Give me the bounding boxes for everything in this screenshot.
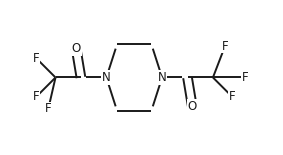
Text: F: F — [222, 40, 228, 53]
Text: F: F — [45, 102, 52, 115]
Text: O: O — [72, 42, 81, 55]
Text: O: O — [188, 100, 197, 113]
Text: F: F — [33, 52, 39, 65]
Text: N: N — [158, 71, 166, 84]
Text: F: F — [242, 71, 249, 84]
Text: F: F — [229, 90, 236, 103]
Text: N: N — [102, 71, 111, 84]
Text: F: F — [33, 90, 39, 103]
